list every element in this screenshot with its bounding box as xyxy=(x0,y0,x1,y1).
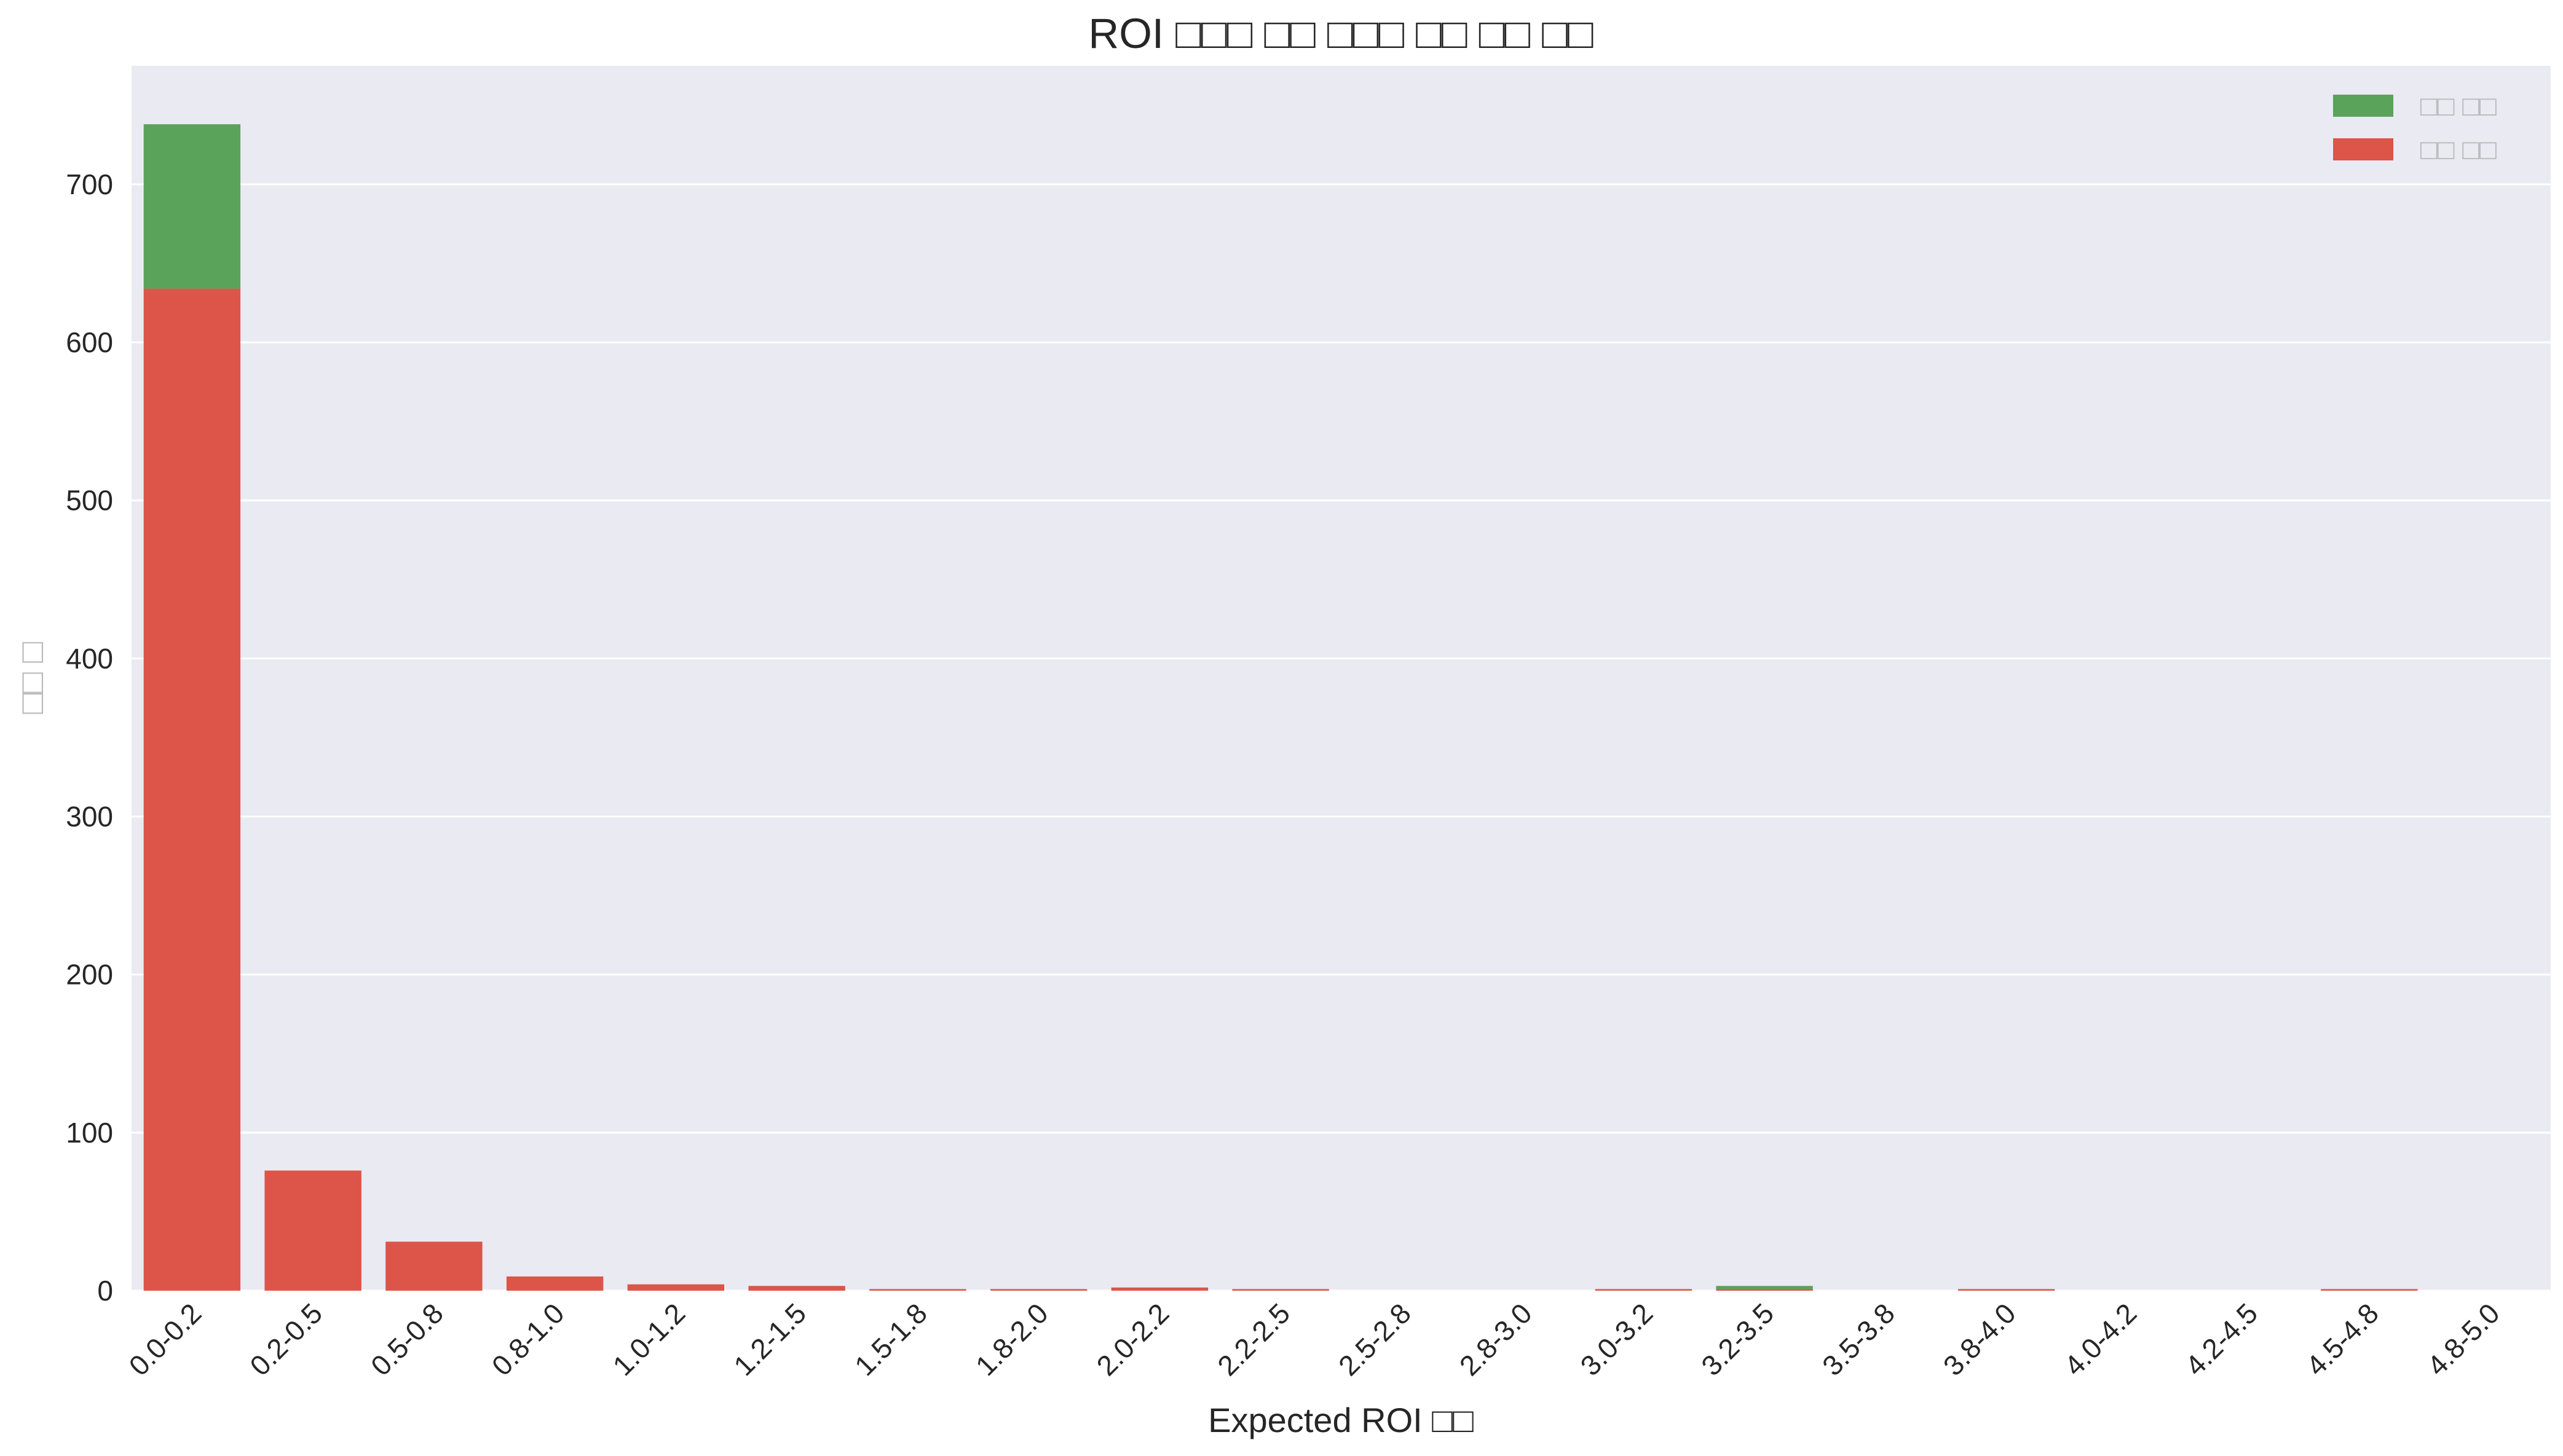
bar-segment-series-0-0.8-1.0 xyxy=(506,1276,604,1291)
x-tick-label: 2.8-3.0 xyxy=(1453,1297,1538,1382)
x-tick-label: 4.0-4.2 xyxy=(2058,1297,2142,1382)
x-tick-label: 4.2-4.5 xyxy=(2179,1297,2264,1382)
legend-label: □□ □□ xyxy=(2420,90,2497,122)
y-tick-label: 200 xyxy=(66,959,113,991)
bars xyxy=(143,124,2418,1291)
plot-background xyxy=(132,66,2551,1291)
x-tick-labels: 0.0-0.2 0.2-0.5 0.5-0.8 0.8-1.0 1.0-1.2 1.2-1… xyxy=(122,1297,2505,1382)
x-tick-label: 4.8-5.0 xyxy=(2421,1297,2506,1382)
gridlines xyxy=(132,183,2551,1292)
y-tick-label: 600 xyxy=(66,326,113,358)
bar-segment-series-1-3.2-3.5 xyxy=(1716,1286,1813,1289)
bar-segment-series-0-1.8-2.0 xyxy=(990,1289,1088,1291)
x-tick-label: 2.0-2.2 xyxy=(1090,1297,1175,1382)
x-tick-label: 0.0-0.2 xyxy=(122,1297,207,1382)
chart-title: ROI □□□ □□ □□□ □□ □□ □□ xyxy=(1088,10,1593,57)
x-tick-label: 2.2-2.5 xyxy=(1211,1297,1296,1382)
x-tick-label: 0.5-0.8 xyxy=(365,1297,449,1382)
y-tick-label: 400 xyxy=(66,642,113,674)
x-tick-label: 0.2-0.5 xyxy=(243,1297,328,1382)
bar-segment-series-0-0.2-0.5 xyxy=(264,1170,361,1291)
bar-segment-series-0-0.5-0.8 xyxy=(385,1242,483,1291)
x-tick-label: 3.0-3.2 xyxy=(1574,1297,1659,1382)
bar-segment-series-0-3.2-3.5 xyxy=(1716,1289,1813,1291)
x-axis-label: Expected ROI □□ xyxy=(1208,1401,1474,1439)
legend-swatch-unplanned-investment xyxy=(2333,138,2393,160)
bar-segment-series-0-1.0-1.2 xyxy=(627,1284,725,1291)
legend-label: □□ □□ xyxy=(2420,133,2497,165)
bar-segment-series-0-4.5-4.8 xyxy=(2321,1289,2418,1291)
bar-segment-series-0-1.2-1.5 xyxy=(748,1286,845,1291)
y-axis-label: □□ □ xyxy=(12,642,50,714)
y-tick-label: 500 xyxy=(66,484,113,516)
x-tick-label: 1.2-1.5 xyxy=(727,1297,812,1382)
bar-segment-series-0-0.0-0.2 xyxy=(143,288,241,1291)
x-tick-label: 0.8-1.0 xyxy=(486,1297,571,1382)
x-tick-label: 1.8-2.0 xyxy=(970,1297,1054,1382)
legend-swatch-planned-investment xyxy=(2333,95,2393,117)
y-tick-label: 100 xyxy=(66,1117,113,1149)
y-tick-label: 700 xyxy=(66,168,113,200)
x-tick-label: 3.8-4.0 xyxy=(1937,1297,2022,1382)
x-tick-label: 1.0-1.2 xyxy=(606,1297,691,1382)
y-tick-label: 0 xyxy=(97,1275,113,1307)
bar-segment-series-0-2.0-2.2 xyxy=(1111,1287,1209,1291)
bar-segment-series-0-2.2-2.5 xyxy=(1232,1289,1329,1291)
bar-segment-series-0-3.0-3.2 xyxy=(1595,1289,1692,1291)
x-tick-label: 2.5-2.8 xyxy=(1332,1297,1417,1382)
x-tick-label: 3.2-3.5 xyxy=(1695,1297,1780,1382)
x-tick-label: 1.5-1.8 xyxy=(848,1297,933,1382)
bar-segment-series-0-1.5-1.8 xyxy=(869,1289,966,1291)
y-tick-label: 300 xyxy=(66,801,113,833)
bar-segment-series-0-3.8-4.0 xyxy=(1957,1289,2055,1291)
bar-segment-series-1-0.0-0.2 xyxy=(143,124,241,289)
x-tick-label: 3.5-3.8 xyxy=(1816,1297,1901,1382)
y-tick-labels: 0 100 200 300 400 500 600 700 xyxy=(66,168,113,1307)
legend: □□ □□ □□ □□ xyxy=(2333,90,2497,165)
x-tick-label: 4.5-4.8 xyxy=(2300,1297,2385,1382)
